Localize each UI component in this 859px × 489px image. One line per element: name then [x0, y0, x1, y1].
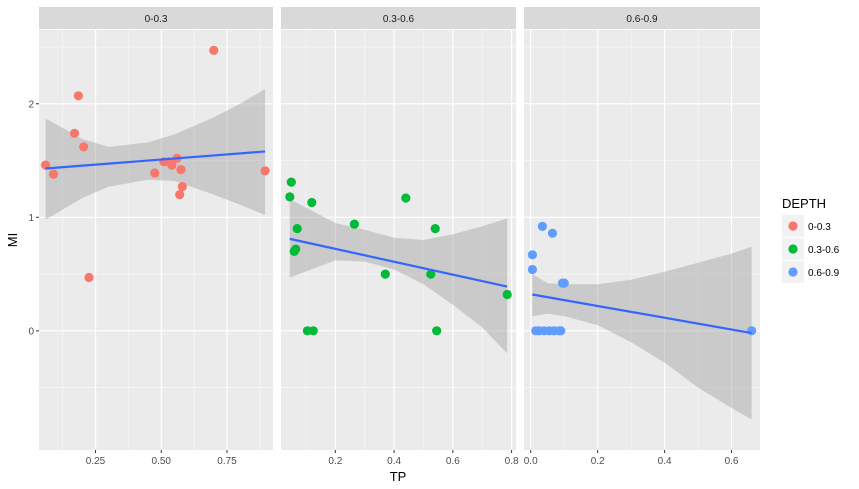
gridlines	[281, 30, 516, 450]
gridlines	[524, 30, 760, 450]
legend-label: 0.6-0.9	[808, 268, 840, 279]
data-point	[167, 160, 177, 170]
regression-line	[289, 237, 508, 288]
legend-label: 0-0.3	[808, 222, 831, 233]
data-point	[286, 177, 296, 187]
facet-1: 0-0.3 0.25 0.50 0.75	[39, 7, 273, 467]
x-tick-label: 0.4	[658, 456, 672, 467]
legend-entry: 0.6-0.9	[782, 261, 840, 283]
y-axis: 0 1 2	[28, 99, 39, 337]
facet-3: 0.6-0.9 0.0 0.2 0.4 0.6	[524, 7, 760, 467]
data-points	[41, 45, 270, 283]
panel-background	[524, 30, 760, 450]
y-tick-label: 2	[28, 99, 34, 110]
data-point	[559, 278, 569, 288]
data-point	[48, 169, 59, 179]
x-tick-label: 0.25	[86, 456, 106, 467]
facet-strip-label: 0.6-0.9	[626, 14, 658, 25]
data-point	[380, 269, 390, 279]
panel-background	[39, 30, 273, 450]
facet-strip	[281, 7, 516, 29]
legend-key-point	[788, 221, 798, 231]
x-tick-label: 0.6	[725, 456, 739, 467]
y-tick-label: 0	[28, 326, 34, 337]
data-points	[527, 221, 757, 336]
data-point	[547, 228, 558, 238]
data-point	[307, 197, 317, 208]
facet-strip	[524, 7, 760, 29]
data-point	[285, 192, 295, 202]
x-axis-title: TP	[390, 469, 407, 484]
legend: DEPTH 0-0.3 0.3-0.6 0.6-0.9	[782, 196, 840, 283]
confidence-band	[289, 199, 508, 354]
data-point	[537, 221, 548, 231]
data-point	[84, 272, 94, 283]
data-point	[527, 264, 538, 275]
x-tick-label: 0.75	[217, 456, 237, 467]
data-point	[401, 193, 411, 203]
facet-strip-label: 0.3-0.6	[383, 14, 415, 25]
data-point	[527, 250, 538, 260]
data-point	[430, 224, 440, 234]
legend-label: 0.3-0.6	[808, 245, 840, 256]
data-point	[150, 168, 160, 178]
legend-entry: 0.3-0.6	[782, 238, 840, 260]
x-tick-label: 0.8	[505, 456, 519, 467]
data-point	[502, 289, 512, 300]
facet-strip	[39, 7, 273, 29]
data-point	[432, 326, 442, 336]
data-point	[209, 45, 219, 56]
x-tick-label: 0.2	[328, 456, 342, 467]
legend-key-point	[788, 267, 798, 277]
data-points	[285, 177, 512, 336]
facet-2: 0.3-0.6 0.2 0.4 0.6 0.8	[281, 7, 519, 467]
legend-key-point	[788, 244, 798, 254]
data-point	[79, 142, 89, 152]
legend-entry: 0-0.3	[782, 215, 831, 237]
x-tick-label: 0.0	[524, 456, 538, 467]
data-point	[292, 224, 302, 234]
y-tick-label: 1	[28, 213, 34, 224]
x-tick-label: 0.6	[446, 456, 460, 467]
data-point	[349, 219, 359, 229]
data-point	[175, 190, 185, 200]
data-point	[308, 326, 318, 336]
panel-background	[281, 30, 516, 450]
facet-panels: 0-0.3 0.25 0.50 0.75 0.3-0.6 0.2 0.4 0.6 0.8 0.6-…	[39, 7, 760, 467]
facet-strip-label: 0-0.3	[145, 14, 168, 25]
data-point	[426, 269, 436, 279]
data-point	[69, 128, 80, 138]
confidence-band	[532, 246, 752, 420]
x-tick-label: 0.2	[591, 456, 605, 467]
x-tick-label: 0.4	[387, 456, 401, 467]
regression-line	[45, 150, 266, 170]
data-point	[747, 326, 757, 336]
data-point	[260, 166, 270, 176]
data-point	[291, 244, 301, 254]
x-tick-label: 0.50	[152, 456, 172, 467]
y-axis-title: MI	[5, 233, 20, 247]
data-point	[176, 165, 186, 175]
regression-line	[532, 293, 752, 335]
data-point	[73, 91, 83, 101]
data-point	[177, 182, 187, 192]
confidence-band	[45, 89, 266, 220]
data-point	[556, 326, 566, 336]
legend-title: DEPTH	[782, 196, 826, 211]
gridlines	[39, 30, 273, 450]
